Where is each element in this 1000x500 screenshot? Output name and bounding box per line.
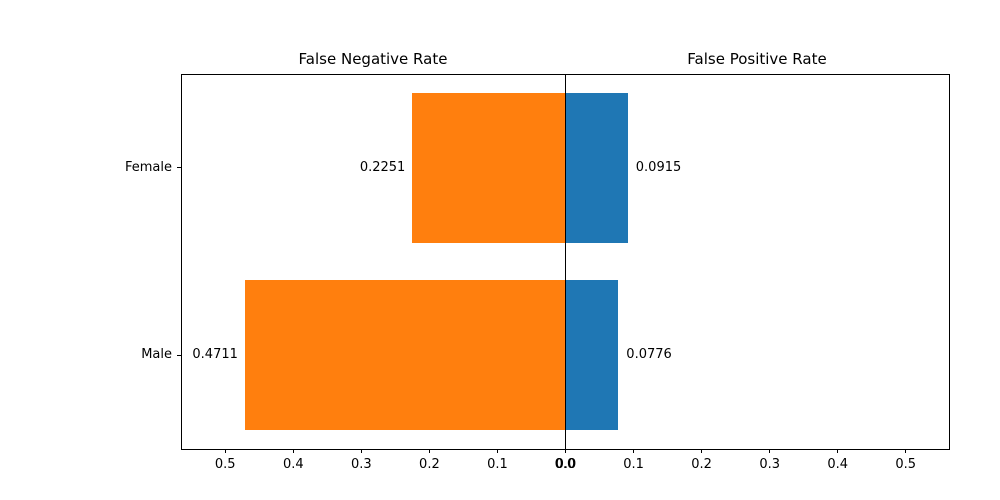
y-tick-male bbox=[177, 354, 181, 356]
y-label-male: Male bbox=[141, 347, 172, 363]
zero-axis-line bbox=[564, 74, 567, 450]
left-half-title: False Negative Rate bbox=[298, 50, 448, 68]
x-tick-left-0.1 bbox=[496, 449, 498, 453]
x-tick-label-right-0.4: 0.4 bbox=[827, 457, 849, 472]
x-tick-right-0.5 bbox=[905, 449, 907, 453]
x-tick-left-0.4 bbox=[292, 449, 294, 453]
x-tick-left-0.0 bbox=[565, 449, 566, 453]
x-tick-label-left-0.1: 0.1 bbox=[487, 457, 508, 472]
x-tick-left-0.3 bbox=[360, 449, 362, 453]
bar-female-fpr bbox=[565, 92, 628, 243]
x-tick-label-left-0.0: 0.0 bbox=[555, 457, 576, 472]
right-half-title: False Positive Rate bbox=[687, 50, 827, 68]
value-label-male-fnr: 0.4711 bbox=[192, 347, 238, 363]
x-tick-right-0.3 bbox=[769, 449, 771, 453]
value-label-female-fnr: 0.2251 bbox=[359, 159, 406, 175]
x-tick-left-0.2 bbox=[428, 449, 430, 453]
value-label-female-fpr: 0.0915 bbox=[635, 159, 682, 175]
x-tick-label-left-0.2: 0.2 bbox=[419, 457, 440, 472]
x-tick-label-left-0.3: 0.3 bbox=[350, 457, 372, 472]
bar-male-fpr bbox=[565, 280, 619, 431]
y-tick-female bbox=[177, 167, 181, 169]
x-tick-label-right-0.1: 0.1 bbox=[623, 457, 644, 472]
y-label-female: Female bbox=[124, 159, 172, 175]
x-tick-label-right-0.3: 0.3 bbox=[759, 457, 780, 472]
bar-male-fnr bbox=[244, 280, 566, 431]
x-tick-right-0.4 bbox=[837, 449, 839, 453]
x-tick-right-0.1 bbox=[633, 449, 635, 453]
value-label-male-fpr: 0.0776 bbox=[626, 347, 672, 363]
x-tick-label-right-0.2: 0.2 bbox=[691, 457, 712, 472]
x-tick-right-0.2 bbox=[701, 449, 703, 453]
x-tick-label-right-0.5: 0.5 bbox=[895, 457, 917, 472]
x-tick-label-left-0.4: 0.4 bbox=[282, 457, 304, 472]
bar-female-fnr bbox=[412, 92, 566, 243]
x-tick-label-left-0.5: 0.5 bbox=[214, 457, 236, 472]
x-tick-left-0.5 bbox=[224, 449, 226, 453]
